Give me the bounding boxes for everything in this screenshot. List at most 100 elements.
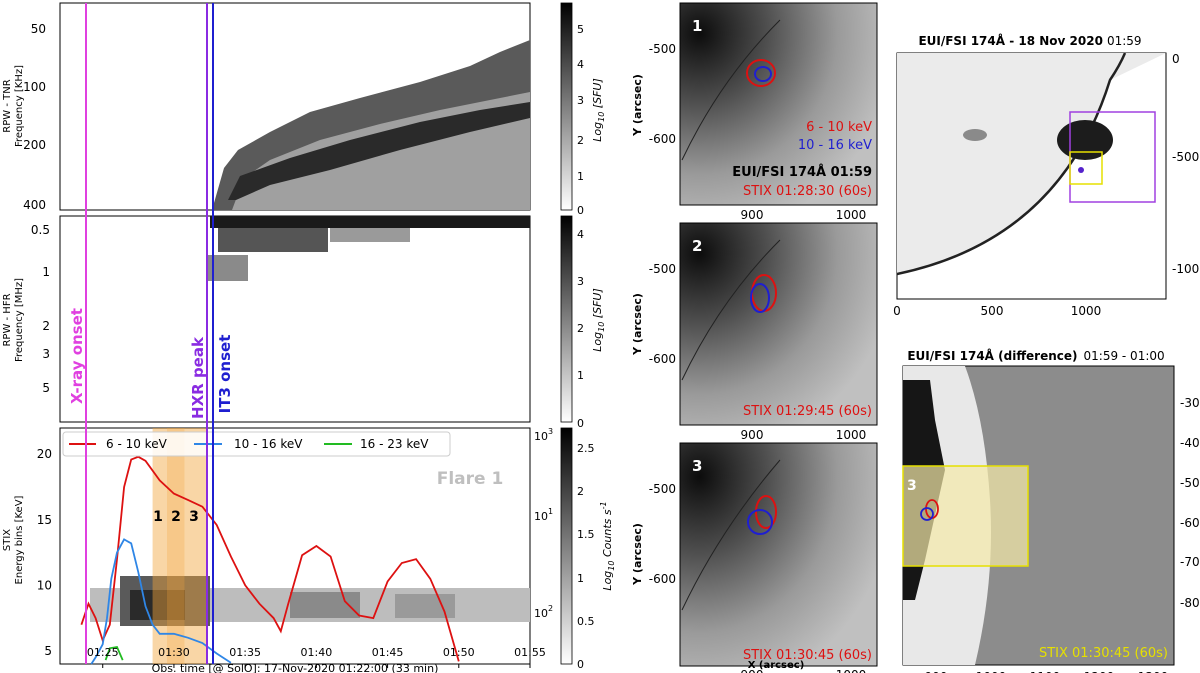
mid-ytick: -600	[649, 352, 676, 366]
diff-stix-label: STIX 01:30:45 (60s)	[1039, 646, 1168, 661]
stix-right-tick: 10	[534, 607, 548, 620]
limb-line	[681, 19, 781, 161]
band-label-1: 1	[153, 509, 163, 525]
series-line-10-16keV	[90, 538, 232, 665]
mid-xtick: 1000	[836, 208, 867, 222]
tnr-panel: 50 100 200 400 RPW - TNR Frequency [KHz]…	[2, 2, 606, 217]
mid-ytick: -500	[649, 262, 676, 276]
stix-right-tick-exp: 1	[548, 507, 553, 516]
contour-10-16	[754, 66, 772, 82]
stix-cbar-tick: 1	[577, 572, 584, 585]
panel-number: 1	[692, 17, 702, 35]
contour-6-10	[755, 495, 777, 529]
panel-number: 2	[692, 237, 702, 255]
stix-ylabel-2: Energy bins [KeV]	[14, 495, 25, 584]
hfr-cbar-tick: 1	[577, 369, 584, 382]
stix-cbar-tick: 0	[577, 658, 584, 671]
hfr-cbar-tick: 2	[577, 322, 584, 335]
mid-ylabel: Y (arcsec)	[631, 523, 644, 586]
mid-xtick: 900	[741, 668, 764, 673]
stix-ytick-label: 5	[44, 644, 52, 658]
hfr-ytick: 1	[42, 265, 50, 279]
tnr-ytick-1: 50	[31, 22, 46, 36]
tnr-ytick-2: 100	[23, 80, 46, 94]
stix-ytick-label: 20	[37, 447, 52, 461]
stix-fov-shade	[903, 466, 1028, 566]
mid-xlabel: X (arcsec)	[748, 660, 805, 671]
left-panels: 50 100 200 4 0 0 RPW - TNR Frequency [KHz]…	[2, 2, 616, 673]
limb-line	[681, 459, 781, 611]
mid-xtick: 1000	[836, 668, 867, 673]
hfr-cbar-tick: 3	[577, 275, 584, 288]
hfr-band-mid	[218, 228, 328, 252]
disk-feature	[963, 129, 987, 141]
mid-xtick: 900	[741, 208, 764, 222]
hfr-cbar-tick: 4	[577, 228, 584, 241]
stix-right-tick-exp: 2	[548, 604, 553, 613]
eui-diff-xticks: 900 1000 1100 1200 1300 1400	[925, 670, 1169, 673]
hfr-band-right	[330, 228, 410, 242]
eui-top-ytick: 0	[1172, 52, 1180, 66]
eui-diff-xtick: 1000	[976, 670, 1007, 673]
legend-10-16: 10 - 16 keV	[798, 138, 872, 153]
hfr-panel: 0.5 1 2 3 5 RPW - HFR Frequency [MHz] 0 …	[2, 215, 606, 430]
series-line-6-10keV	[80, 455, 460, 662]
stix-image-panel-2: 2 STIX 01:29:45 (60s)	[679, 222, 878, 426]
series-line-16-23keV	[104, 645, 124, 661]
stix-xtick-label: 01:30	[158, 646, 190, 659]
tnr-ylabel-1: RPW - TNR	[2, 79, 13, 132]
tnr-colorbar	[560, 2, 573, 211]
stix-colorbar	[560, 427, 573, 665]
hfr-cbar-tick: 0	[577, 417, 584, 430]
hfr-ylabel-1: RPW - HFR	[2, 293, 13, 346]
eui-diff-xtick: 1300	[1138, 670, 1169, 673]
stix-ytick-label: 15	[37, 513, 52, 527]
stix-xlabel: Obs. time [@ SolO]: 17-Nov-2020 01:22:00…	[152, 662, 439, 673]
eui-top-ytick: -500	[1172, 150, 1199, 164]
eui-diff-xtick: 900	[925, 670, 948, 673]
eui-diff-ytick: -300	[1180, 396, 1200, 410]
eui-diff-image	[903, 366, 1028, 665]
stix-interval-band-3	[184, 428, 206, 664]
mid-ytick: -600	[649, 132, 676, 146]
legend-6-10: 6 - 10 keV	[806, 120, 872, 135]
diff-panel-number: 3	[907, 478, 917, 494]
middle-panels: 1 6 - 10 keV 10 - 16 keV EUI/FSI 174Å 01…	[631, 2, 878, 673]
tnr-ylabel-2: Frequency [KHz]	[14, 65, 25, 147]
mid-ytick: -500	[649, 482, 676, 496]
hfr-band-low	[208, 255, 248, 281]
it3-onset-label: IT3 onset	[216, 335, 234, 414]
tnr-ytick-3: 200	[23, 138, 46, 152]
hfr-ytick: 0.5	[31, 223, 50, 237]
stix-xticks: 01:25 01:30 01:35 01:40 01:45 01:50 01:55	[87, 646, 546, 668]
stix-xtick-label: 01:50	[443, 646, 475, 659]
eui-top-xticks: 0 500 1000	[893, 304, 1101, 318]
hfr-ytick: 5	[42, 381, 50, 395]
middle-yticks: -500 -600 -500 -600 -500 -600	[649, 42, 676, 586]
eui-diff-ytick: -600	[1180, 516, 1200, 530]
stix-time-label-1: STIX 01:28:30 (60s)	[743, 184, 872, 199]
panel-number: 3	[692, 457, 702, 475]
hfr-cbar-ticks: 0 1 2 3 4	[577, 228, 584, 430]
hfr-ylabel-2: Frequency [MHz]	[14, 278, 25, 362]
tnr-cbar-tick: 1	[577, 170, 584, 183]
stix-cbar-label: Log10 Counts s-1	[599, 501, 616, 590]
stix-fov-box	[902, 465, 1029, 567]
mid-xtick: 1000	[836, 428, 867, 442]
tnr-cbar-tick: 5	[577, 23, 584, 36]
stix-time-bands	[152, 428, 206, 664]
eui-full-disk-panel: EUI/FSI 174Å - 18 Nov 2020 01:59 0 -500 -…	[893, 33, 1200, 318]
mid-ytick: -600	[649, 572, 676, 586]
stix-right-tick: 10	[534, 510, 548, 523]
middle-xticks: 900 1000 900 1000 900 1000	[741, 208, 867, 673]
eui-top-xtick: 0	[893, 304, 901, 318]
stix-cbar-tick: 2.5	[577, 442, 595, 455]
hxr-peak-label: HXR peak	[189, 336, 207, 419]
stix-ytick-label: 10	[37, 578, 52, 592]
stix-xtick-label: 01:35	[229, 646, 261, 659]
stix-image-panel-3: 3 STIX 01:30:45 (60s)	[679, 442, 878, 667]
stix-cbar-ticks: 0 0.5 1 1.5 2 2.5	[577, 442, 595, 671]
tnr-emission-core	[228, 102, 530, 200]
hfr-colorbar	[560, 215, 573, 423]
legend-label-16-23: 16 - 23 keV	[360, 437, 429, 451]
